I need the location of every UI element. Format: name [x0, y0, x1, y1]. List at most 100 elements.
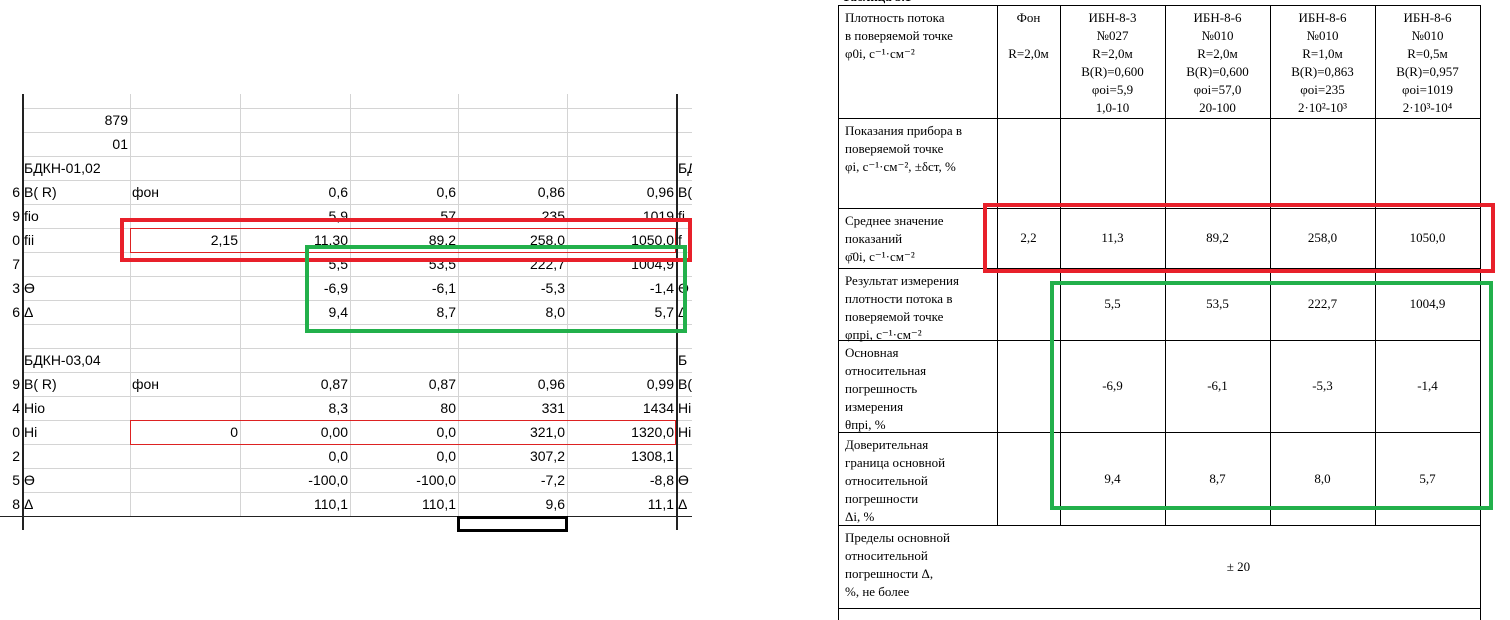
cell: fio [24, 208, 39, 224]
table-cell-text: Доверительная [845, 437, 929, 452]
cell: -1,4 [649, 280, 674, 296]
table-cell-text: относительной [845, 473, 928, 488]
table-line [1480, 5, 1481, 608]
table-cell-text: №010 [1411, 28, 1444, 43]
cell: Hi [678, 424, 692, 440]
selection-box [457, 516, 568, 532]
grid-line [350, 94, 351, 516]
table-line [838, 340, 1480, 341]
table-line [838, 5, 1480, 6]
cell: 8,7 [436, 304, 456, 320]
cell: -6,9 [323, 280, 348, 296]
cell: 6 [12, 304, 20, 320]
grid-line [22, 156, 692, 157]
grid-line [22, 276, 692, 277]
table-cell-text: φпрi, с⁻¹·см⁻² [845, 327, 922, 342]
table-cell-text: 8,7 [1209, 470, 1226, 486]
table-cell-text: 20-100 [1199, 100, 1236, 115]
table-cell-text: 5,7 [1419, 470, 1436, 486]
table-line [838, 608, 839, 620]
table-line [1270, 5, 1271, 525]
cell: fi [678, 208, 685, 224]
cell: Б [678, 352, 688, 368]
table-cell-text: Показания прибора в [845, 123, 963, 138]
table-line [838, 525, 1480, 526]
table-cell-text: Результат измерения [845, 273, 959, 288]
table-cell-text: ИБН-8-6 [1298, 10, 1347, 25]
table-cell-text: -1,4 [1417, 378, 1438, 393]
cell: 9,6 [545, 496, 565, 512]
cell: 8,0 [545, 304, 565, 320]
table-cell-text: 2·10²-10³ [1298, 100, 1347, 115]
cell: 2,15 [210, 232, 238, 248]
cell: 11,1 [647, 496, 674, 512]
table-cell-text: R=2,0м [1092, 46, 1133, 61]
cell: -7,2 [540, 472, 565, 488]
table-cell-text: -5,3 [1312, 378, 1333, 393]
grid-line [567, 94, 568, 516]
table-cell-text: плотности потока в [845, 291, 953, 306]
table-cell-text: -6,9 [1102, 378, 1123, 393]
table-cell-text: измерения [845, 399, 904, 414]
table-cell-text: Пределы основной [845, 530, 950, 545]
cell: 879 [104, 112, 128, 128]
cell: 307,2 [529, 448, 565, 464]
table-cell-text: 8,0 [1314, 470, 1331, 486]
cell: Δ [678, 304, 688, 320]
grid-line [22, 324, 692, 325]
cell: 11,30 [314, 232, 348, 248]
cell: 0,0 [436, 448, 456, 464]
table-cell-text: 1,0-10 [1095, 100, 1130, 115]
table-cell-text: 2·10³-10⁴ [1402, 100, 1453, 115]
cell: 0,87 [320, 376, 348, 392]
table-line [1480, 608, 1481, 620]
table-line [838, 118, 1480, 119]
column-border [676, 94, 678, 530]
table-cell-text: поверяемой точке [845, 309, 944, 324]
table-cell-text: ± 20 [1226, 558, 1251, 574]
table-cell-text: 1004,9 [1409, 296, 1446, 311]
table-cell-text: B(R)=0,600 [1186, 64, 1249, 79]
cell: 0,96 [646, 184, 674, 200]
cell: БДКН-01,02 [24, 160, 101, 176]
grid-line [22, 108, 692, 109]
table-line [838, 608, 1480, 609]
table-cell-text: 9,4 [1104, 470, 1121, 486]
table-line [1375, 5, 1376, 525]
cell: 0 [12, 232, 20, 248]
cell: 0,00 [320, 424, 348, 440]
table-cell-text: θпрi, % [845, 417, 886, 432]
cell: Ө [24, 472, 35, 488]
table-cell-text: φ̄0i, с⁻¹·см⁻² [845, 249, 915, 264]
cell: 0,86 [537, 184, 565, 200]
cell: 0,6 [436, 184, 456, 200]
cell: 9 [12, 376, 20, 392]
table-cell-text: φi, с⁻¹·см⁻², ±δст, % [845, 159, 956, 174]
table-cell-text: 11,3 [1101, 230, 1124, 245]
table-line [997, 5, 998, 525]
grid-line [22, 348, 692, 349]
cell: 01 [112, 136, 128, 152]
cell: 0 [230, 424, 238, 440]
cell: Ө [678, 472, 689, 488]
grid-line [22, 300, 692, 301]
cell: 5 [12, 472, 20, 488]
table-cell-text: Плотность потока [845, 10, 945, 25]
table-cell-text: в поверяемой точке [845, 28, 953, 43]
table-cell-text: Среднее значение [845, 213, 944, 228]
cell: Δ [24, 304, 34, 320]
cell: 1050,0 [631, 232, 674, 248]
table-cell-text: погрешность [845, 381, 918, 396]
cell: B( R) [24, 184, 57, 200]
cell: 9 [12, 208, 20, 224]
table-cell-text: 53,5 [1206, 296, 1229, 311]
cell: 0,96 [537, 376, 565, 392]
green-highlight [305, 245, 687, 333]
table-line [1060, 5, 1061, 525]
table-cell-text: 258,0 [1307, 230, 1338, 245]
cell: Ө [24, 280, 35, 296]
cell: 331 [541, 400, 565, 416]
cell: 7 [12, 256, 20, 272]
cell: 2 [12, 448, 20, 464]
